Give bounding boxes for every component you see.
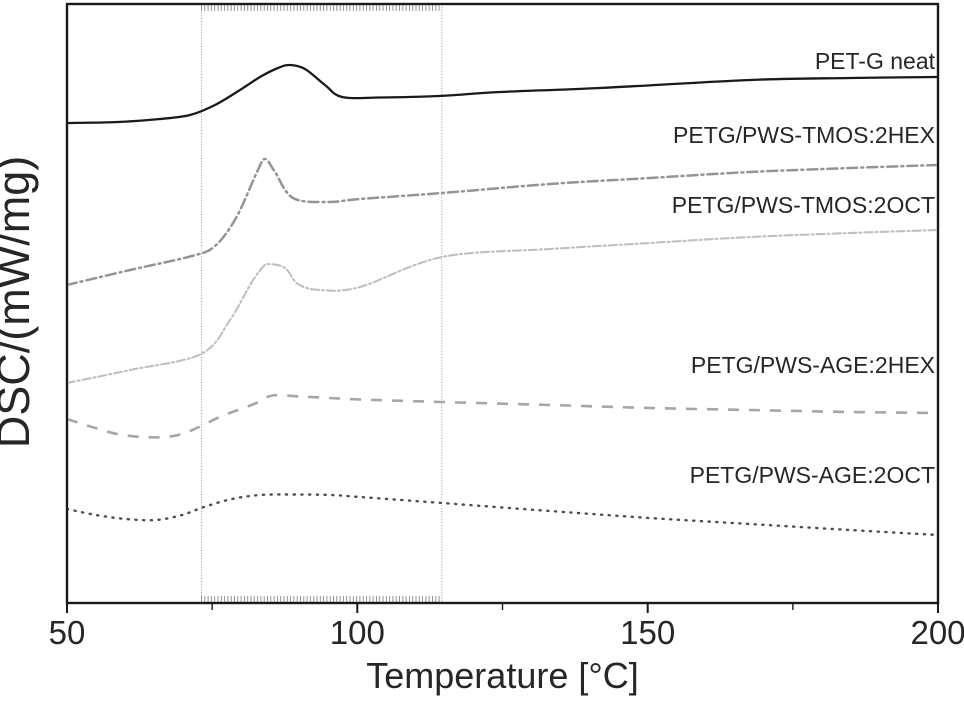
svg-text:PET-G neat: PET-G neat <box>815 48 936 74</box>
svg-text:Temperature [°C]: Temperature [°C] <box>366 655 639 696</box>
svg-text:PETG/PWS-TMOS:2OCT: PETG/PWS-TMOS:2OCT <box>672 192 935 218</box>
svg-text:DSC/(mW/mg): DSC/(mW/mg) <box>0 156 39 448</box>
svg-text:PETG/PWS-AGE:2OCT: PETG/PWS-AGE:2OCT <box>690 462 935 488</box>
svg-text:150: 150 <box>620 614 675 651</box>
svg-text:100: 100 <box>330 614 385 651</box>
svg-text:50: 50 <box>49 614 86 651</box>
svg-text:PETG/PWS-TMOS:2HEX: PETG/PWS-TMOS:2HEX <box>673 122 935 148</box>
svg-text:PETG/PWS-AGE:2HEX: PETG/PWS-AGE:2HEX <box>691 352 935 378</box>
svg-text:200: 200 <box>910 614 964 651</box>
